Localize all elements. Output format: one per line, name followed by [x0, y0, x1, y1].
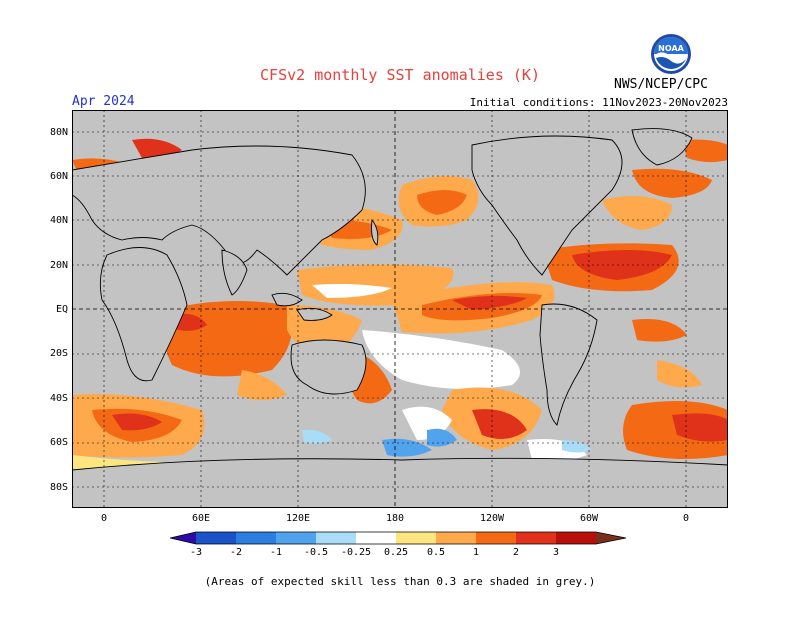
- colorbar-tick-label: -3: [189, 547, 203, 558]
- footnote: (Areas of expected skill less than 0.3 a…: [204, 575, 596, 588]
- colorbar-cell: [316, 532, 356, 544]
- colorbar-tick-label: -1: [269, 547, 283, 558]
- colorbar-cell: [170, 532, 196, 544]
- forecast-month: Apr 2024: [72, 94, 135, 109]
- noaa-logo: NOAA: [651, 34, 691, 74]
- lon-label: 120W: [479, 513, 505, 524]
- colorbar-tick-label: 2: [512, 547, 520, 558]
- colorbar-cell: [196, 532, 236, 544]
- svg-text:NOAA: NOAA: [658, 44, 684, 53]
- lon-label: 120E: [285, 513, 311, 524]
- colorbar-cell: [516, 532, 556, 544]
- colorbar-tick-label: 0.25: [383, 547, 409, 558]
- colorbar-tick-label: -2: [229, 547, 243, 558]
- lon-label: 0: [682, 513, 690, 524]
- colorbar-tick-label: 3: [552, 547, 560, 558]
- colorbar-cell: [556, 532, 596, 544]
- colorbar: [170, 531, 627, 545]
- colorbar-tick-label: -0.5: [303, 547, 329, 558]
- colorbar-cell: [436, 532, 476, 544]
- lat-label: 20S: [49, 348, 68, 359]
- colorbar-cell: [276, 532, 316, 544]
- continents: [72, 128, 728, 508]
- lon-label: 60W: [579, 513, 599, 524]
- colorbar-cell: [476, 532, 516, 544]
- lat-label: EQ: [55, 304, 68, 315]
- lon-label: 60E: [191, 513, 211, 524]
- lat-label: 60N: [49, 171, 68, 182]
- lon-label: 180: [385, 513, 405, 524]
- gridlines: [72, 110, 728, 508]
- lat-label: 80S: [49, 482, 68, 493]
- lat-label: 20N: [49, 260, 68, 271]
- colorbar-tick-label: -0.25: [340, 547, 372, 558]
- colorbar-cell: [396, 532, 436, 544]
- agency-label: NWS/NCEP/CPC: [614, 77, 708, 92]
- colorbar-tick-label: 0.5: [426, 547, 446, 558]
- colorbar-cell: [356, 532, 396, 544]
- lat-label: 40N: [49, 215, 68, 226]
- sst-anomaly-map: [72, 110, 728, 508]
- chart-title: CFSv2 monthly SST anomalies (K): [260, 66, 540, 84]
- lat-label: 60S: [49, 437, 68, 448]
- colorbar-cell: [236, 532, 276, 544]
- lat-label: 80N: [49, 127, 68, 138]
- lon-label: 0: [100, 513, 108, 524]
- map-frame: [72, 110, 728, 508]
- colorbar-tick-label: 1: [472, 547, 480, 558]
- colorbar-cell: [596, 532, 626, 544]
- initial-conditions: Initial conditions: 11Nov2023-20Nov2023: [469, 96, 728, 109]
- lat-label: 40S: [49, 393, 68, 404]
